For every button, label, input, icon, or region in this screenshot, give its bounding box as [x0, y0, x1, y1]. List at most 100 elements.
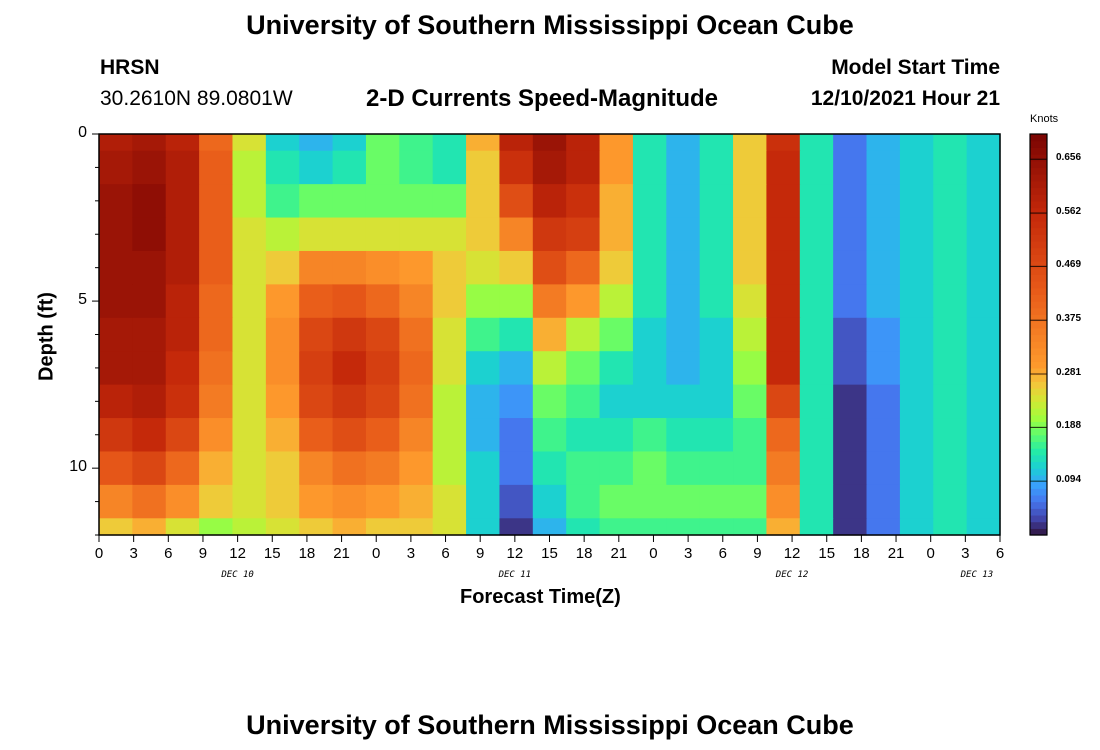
x-tick-label: 6: [164, 545, 173, 562]
x-tick-label: 9: [753, 545, 762, 562]
colorbar-segment: [1030, 481, 1047, 489]
heatmap-cell: [466, 384, 501, 419]
heatmap-cell: [199, 451, 234, 486]
heatmap-cell: [332, 284, 367, 319]
heatmap-cell: [632, 134, 667, 152]
heatmap-cell: [532, 317, 567, 352]
heatmap-cell: [632, 250, 667, 285]
heatmap-cell: [365, 217, 400, 252]
heatmap-cell: [632, 284, 667, 319]
heatmap-cell: [766, 384, 801, 419]
heatmap-cell: [299, 134, 334, 152]
heatmap-cell: [466, 284, 501, 319]
colorbar-segment: [1030, 240, 1047, 249]
heatmap-cell: [833, 418, 868, 453]
heatmap-cell: [466, 217, 501, 252]
heatmap-cell: [99, 484, 133, 519]
heatmap-cells: [99, 134, 1001, 536]
heatmap-cell: [532, 351, 567, 386]
heatmap-cell: [899, 217, 934, 252]
heatmap-cell: [99, 384, 133, 419]
heatmap-cell: [232, 150, 267, 185]
heatmap-cell: [132, 250, 167, 285]
heatmap-cell: [332, 250, 367, 285]
colorbar-segment: [1030, 227, 1047, 235]
heatmap-cell: [265, 184, 300, 219]
heatmap-cell: [466, 250, 501, 285]
colorbar-segment: [1030, 474, 1047, 483]
heatmap-cell: [232, 351, 267, 386]
heatmap-cell: [232, 484, 267, 519]
colorbar-segment: [1030, 341, 1047, 349]
heatmap-cell: [132, 518, 167, 536]
x-tick-label: 9: [476, 545, 485, 562]
heatmap-cell: [799, 484, 834, 519]
colorbar-tick-label: 0.562: [1056, 206, 1082, 218]
heatmap-cell: [933, 134, 968, 152]
heatmap-cell: [132, 217, 167, 252]
colorbar-segment: [1030, 414, 1047, 422]
heatmap-cell: [466, 351, 501, 386]
heatmap-cell: [132, 184, 167, 219]
heatmap-cell: [766, 250, 801, 285]
heatmap-cell: [666, 317, 701, 352]
heatmap-cell: [466, 184, 501, 219]
heatmap-cell: [766, 351, 801, 386]
heatmap-cell: [365, 317, 400, 352]
heatmap-cell: [966, 484, 1001, 519]
heatmap-cell: [299, 317, 334, 352]
heatmap-cell: [833, 451, 868, 486]
heatmap-cell: [566, 484, 601, 519]
heatmap-cell: [799, 284, 834, 319]
x-tick-label: 15: [541, 545, 558, 562]
heatmap-cell: [566, 217, 601, 252]
heatmap-cell: [132, 284, 167, 319]
heatmap-cell: [899, 384, 934, 419]
x-tick-label: 3: [683, 545, 693, 562]
heatmap-cell: [966, 134, 1001, 152]
heatmap-cell: [365, 184, 400, 219]
heatmap-cell: [332, 518, 367, 536]
heatmap-cell: [399, 184, 434, 219]
heatmap-cell: [499, 217, 534, 252]
heatmap-cell: [866, 317, 901, 352]
heatmap-cell: [265, 250, 300, 285]
heatmap-cell: [532, 451, 567, 486]
heatmap-cell: [399, 217, 434, 252]
colorbar-segment: [1030, 207, 1047, 215]
heatmap-cell: [165, 384, 200, 419]
heatmap-cell: [699, 250, 734, 285]
heatmap-cell: [599, 484, 634, 519]
heatmap-cell: [265, 150, 300, 185]
heatmap-cell: [699, 317, 734, 352]
x-tick-label: 12: [783, 545, 801, 562]
heatmap-cell: [899, 184, 934, 219]
colorbar-segment: [1030, 260, 1047, 269]
heatmap-cell: [165, 351, 200, 386]
heatmap-cell: [365, 150, 400, 185]
heatmap-cell: [132, 351, 167, 386]
heatmap-cell: [766, 317, 801, 352]
heatmap-cell: [299, 418, 334, 453]
heatmap-cell: [399, 451, 434, 486]
heatmap-cell: [866, 484, 901, 519]
heatmap-cell: [432, 217, 467, 252]
heatmap-cell: [866, 134, 901, 152]
x-axis-label: Forecast Time(Z): [460, 586, 621, 608]
heatmap-cell: [399, 351, 434, 386]
heatmap-cell: [799, 451, 834, 486]
x-tick-label: 6: [441, 545, 450, 562]
x-tick-label: 9: [198, 545, 208, 562]
heatmap-cell: [899, 134, 934, 152]
colorbar-segment: [1030, 314, 1047, 322]
heatmap-cell: [466, 451, 501, 486]
heatmap-cell: [766, 134, 801, 152]
heatmap-cell: [833, 284, 868, 319]
heatmap-cell: [966, 250, 1001, 285]
colorbar-segment: [1030, 434, 1047, 443]
heatmap-cell: [165, 284, 200, 319]
heatmap-cell: [466, 134, 501, 152]
heatmap-cell: [265, 317, 300, 352]
heatmap-cell: [466, 150, 501, 185]
heatmap-cell: [99, 184, 133, 219]
